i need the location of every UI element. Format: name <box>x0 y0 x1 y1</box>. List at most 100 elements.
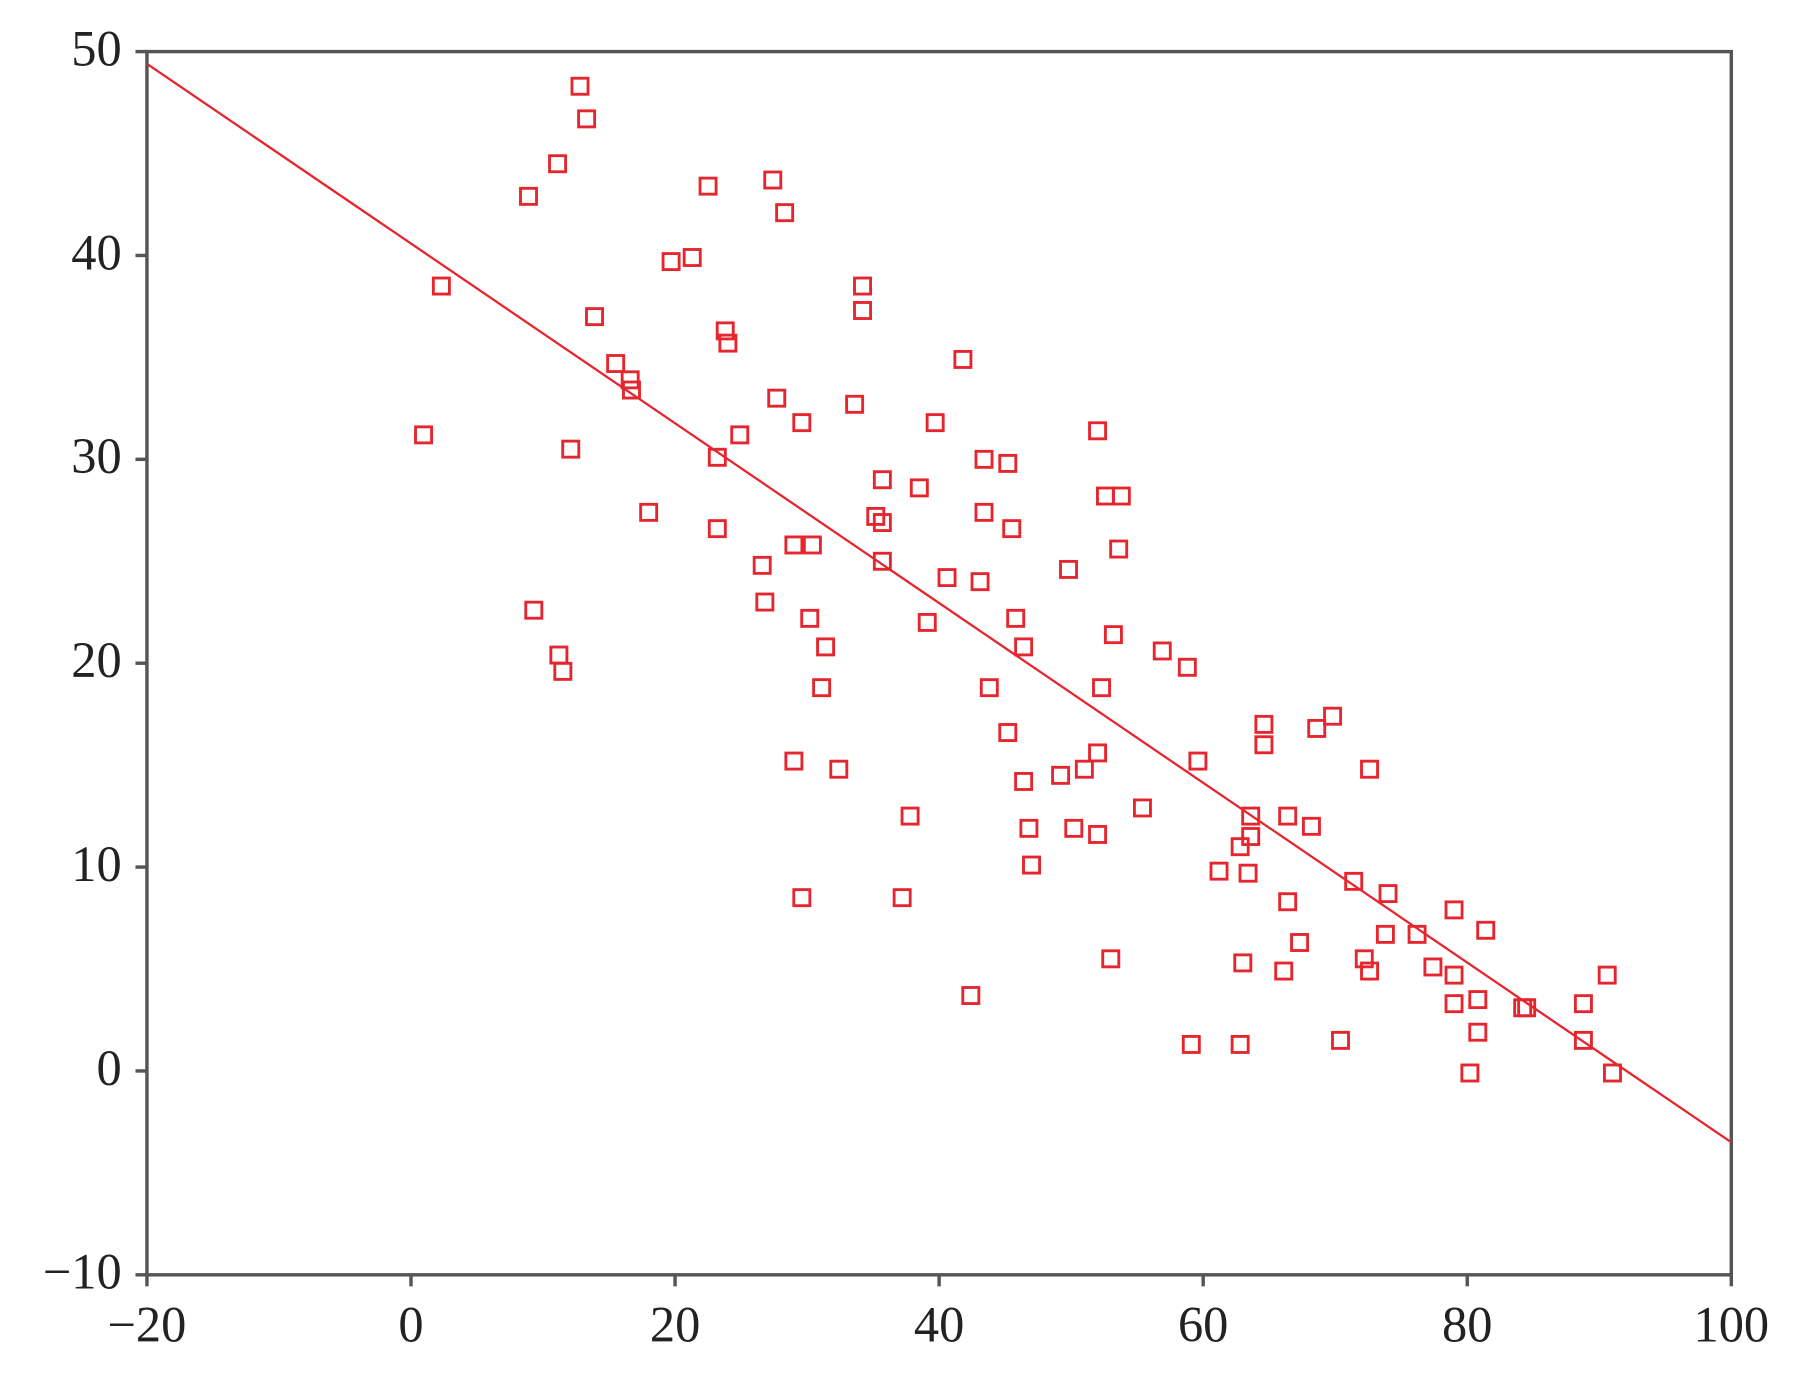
point <box>917 612 937 632</box>
point <box>431 276 451 296</box>
point <box>585 307 604 327</box>
point <box>414 425 434 445</box>
point <box>1423 957 1443 977</box>
point <box>979 678 999 698</box>
point <box>606 354 626 373</box>
point <box>1513 998 1533 1018</box>
x-tick-label: −20 <box>108 1296 187 1352</box>
point <box>953 349 973 369</box>
point <box>548 154 568 174</box>
point <box>970 572 990 592</box>
point <box>1092 678 1111 698</box>
point <box>1407 924 1427 944</box>
point <box>1460 1063 1480 1083</box>
point <box>1331 1030 1350 1050</box>
point <box>1360 961 1379 981</box>
point <box>1132 798 1152 818</box>
point <box>682 248 702 267</box>
x-tick-label: 60 <box>1178 1296 1228 1352</box>
point <box>1101 949 1121 969</box>
x-tick-label: 100 <box>1693 1296 1769 1352</box>
point <box>1014 637 1034 657</box>
point <box>707 519 727 539</box>
point <box>937 568 957 588</box>
point <box>1188 751 1208 771</box>
point <box>998 723 1018 742</box>
point <box>816 637 836 657</box>
point <box>925 413 945 433</box>
point <box>1597 965 1617 985</box>
point <box>1022 855 1042 875</box>
point <box>792 888 812 908</box>
point <box>707 447 727 467</box>
point <box>1006 608 1026 628</box>
point <box>872 470 892 490</box>
point <box>892 888 912 908</box>
point <box>1074 759 1094 779</box>
point <box>763 170 783 190</box>
y-tick-label: 50 <box>71 20 121 76</box>
point <box>1051 765 1071 785</box>
point <box>800 608 820 628</box>
point <box>1230 1034 1250 1054</box>
point <box>775 203 795 223</box>
x-tick-label: 40 <box>914 1296 964 1352</box>
y-tick-label: 0 <box>97 1040 122 1096</box>
point <box>1103 625 1123 645</box>
point <box>1088 421 1108 441</box>
point <box>1181 1034 1201 1054</box>
point <box>1238 863 1258 883</box>
point <box>1375 924 1395 944</box>
point <box>1476 920 1496 940</box>
point <box>1354 949 1374 969</box>
point <box>519 186 538 206</box>
point <box>1378 884 1398 904</box>
point <box>622 380 641 400</box>
point <box>1088 743 1108 763</box>
point <box>698 176 718 196</box>
y-tick-label: 40 <box>71 224 121 280</box>
point <box>853 301 873 320</box>
point <box>1573 1030 1593 1050</box>
point <box>872 551 892 571</box>
point <box>561 439 581 459</box>
point <box>1096 486 1115 506</box>
point <box>755 592 775 612</box>
point <box>715 321 735 341</box>
point <box>998 453 1018 473</box>
point <box>1241 806 1261 826</box>
point <box>974 449 994 469</box>
point <box>1360 759 1379 779</box>
point <box>1152 641 1172 661</box>
point <box>1278 892 1298 912</box>
point <box>1109 539 1129 559</box>
point <box>524 600 544 620</box>
point <box>1278 806 1298 826</box>
point <box>1254 714 1274 734</box>
y-tick-label: −10 <box>43 1244 122 1300</box>
point <box>1517 998 1537 1018</box>
point <box>1323 706 1343 726</box>
x-tick-label: 80 <box>1442 1296 1492 1352</box>
point <box>1111 486 1131 506</box>
point <box>845 394 865 414</box>
point <box>829 759 849 779</box>
point <box>1307 718 1327 738</box>
point <box>792 413 812 433</box>
point <box>909 478 929 498</box>
point <box>553 661 573 681</box>
point <box>570 76 590 96</box>
plot-frame <box>145 49 1734 1277</box>
point <box>752 555 772 575</box>
point <box>812 678 832 698</box>
point <box>1014 771 1034 791</box>
point <box>1233 953 1253 973</box>
point <box>549 645 569 665</box>
point <box>1064 818 1084 838</box>
point <box>620 370 640 390</box>
point <box>1274 961 1294 981</box>
point <box>1254 735 1274 755</box>
point <box>802 535 822 555</box>
point <box>1603 1063 1622 1083</box>
